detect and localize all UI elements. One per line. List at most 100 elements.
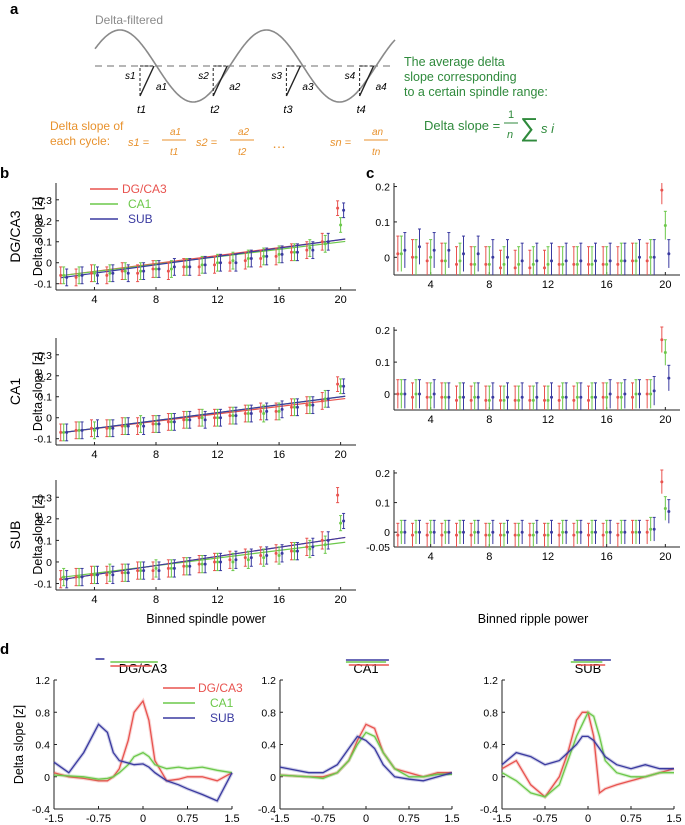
data-point	[455, 398, 458, 402]
data-point	[531, 398, 535, 402]
data-point	[425, 259, 429, 263]
data-point	[506, 530, 509, 534]
data-point	[506, 255, 509, 259]
data-point	[151, 267, 155, 271]
data-point	[638, 530, 641, 534]
data-point	[305, 545, 309, 549]
data-point	[65, 275, 69, 279]
data-point	[623, 530, 627, 534]
row-label: SUB	[7, 521, 23, 550]
y-tick-label: -0.1	[34, 579, 52, 591]
data-point	[634, 259, 638, 263]
data-point	[572, 262, 576, 266]
data-point	[89, 271, 93, 275]
data-point	[80, 575, 84, 579]
data-point	[469, 398, 473, 402]
ellipsis: …	[272, 135, 286, 151]
slope-line	[358, 65, 375, 97]
data-point	[520, 259, 524, 263]
x-tick-label: 20	[659, 414, 671, 426]
data-point	[652, 255, 656, 259]
data-point	[92, 428, 96, 432]
x-tick-label: 16	[273, 449, 285, 461]
ripple-time-plot: -1.5-0.7500.751.5-0.400.40.81.2SUBRipple…	[480, 659, 682, 825]
series-line	[501, 735, 674, 770]
ripple-plot: 4 8 12 16 20 0 0.1 0.2	[375, 182, 680, 291]
x-tick-label: 1.5	[666, 813, 681, 825]
data-point	[111, 426, 115, 430]
data-point	[280, 551, 284, 555]
data-point	[667, 509, 671, 513]
series-line	[53, 751, 233, 780]
panel-a-schematic: Delta-filtered s1 a1 t1 s2 a2 t2 s3 a3 t3 s4 a4 t4	[94, 13, 396, 116]
data-point	[546, 398, 550, 402]
y-tick-label: 0	[492, 772, 498, 784]
data-point	[339, 521, 343, 525]
data-point	[123, 571, 127, 575]
equation-lhs: Delta slope =	[424, 118, 500, 133]
data-point	[484, 533, 488, 537]
legend-label: SUB	[128, 212, 153, 226]
data-point	[105, 573, 109, 577]
data-point	[396, 533, 400, 537]
data-point	[557, 262, 561, 266]
y-tick-label: 0.1	[375, 357, 390, 369]
data-point	[213, 416, 217, 420]
slope-line	[212, 65, 228, 97]
panel-title: CA1	[353, 661, 378, 676]
data-point	[277, 409, 281, 413]
formula-den: tn	[372, 147, 381, 158]
x-tick-label: -0.75	[532, 813, 557, 825]
data-point	[399, 392, 403, 396]
data-point	[262, 556, 266, 560]
data-point	[323, 543, 327, 547]
a-label: a1	[156, 82, 167, 93]
data-point	[243, 259, 247, 263]
data-point	[414, 530, 418, 534]
data-point	[517, 262, 521, 266]
axes: -1.5 -0.75 0 0.75 1.5 -0.4 0 0.4 0.8 1.2	[258, 675, 460, 825]
data-point	[605, 530, 609, 534]
data-point	[265, 409, 269, 413]
t-label: t1	[137, 104, 146, 116]
data-point	[105, 426, 109, 430]
formula-num: a2	[238, 127, 250, 138]
data-point	[601, 395, 605, 399]
data-point	[280, 252, 284, 256]
data-point	[274, 409, 278, 413]
data-point	[246, 257, 250, 261]
panel-title: SUB	[575, 661, 602, 676]
formula-num: a1	[170, 127, 181, 138]
panel-label-b: b	[0, 165, 9, 182]
formula-lhs: sn =	[330, 137, 352, 149]
data-point	[513, 533, 517, 537]
x-tick-label: 0	[585, 813, 591, 825]
slope-each-cycle-text: Delta slope of	[50, 119, 124, 133]
data-point	[543, 533, 546, 537]
data-point	[339, 384, 343, 388]
t-label: t4	[357, 104, 366, 116]
y-tick-label: 0.3	[37, 492, 52, 504]
x-tick-label: 12	[211, 449, 223, 461]
data-point	[652, 527, 656, 531]
legend-label: DG/CA3	[122, 182, 167, 196]
data-point	[108, 426, 112, 430]
data-point	[458, 395, 462, 399]
s-label: s4	[345, 71, 356, 82]
data-point	[249, 412, 253, 416]
data-point	[62, 575, 66, 579]
data-point	[455, 262, 458, 266]
y-axis-label: Delta slope [z]	[31, 495, 45, 574]
data-point	[342, 384, 346, 388]
data-point	[528, 533, 532, 537]
x-tick-label: 20	[334, 294, 346, 306]
data-point	[203, 418, 207, 422]
s-label: s1	[125, 71, 136, 82]
data-point	[396, 252, 400, 256]
data-point	[557, 398, 561, 402]
data-point	[59, 577, 63, 581]
data-point	[289, 549, 293, 553]
data-point	[259, 553, 263, 557]
y-tick-label: 0.1	[375, 498, 390, 510]
